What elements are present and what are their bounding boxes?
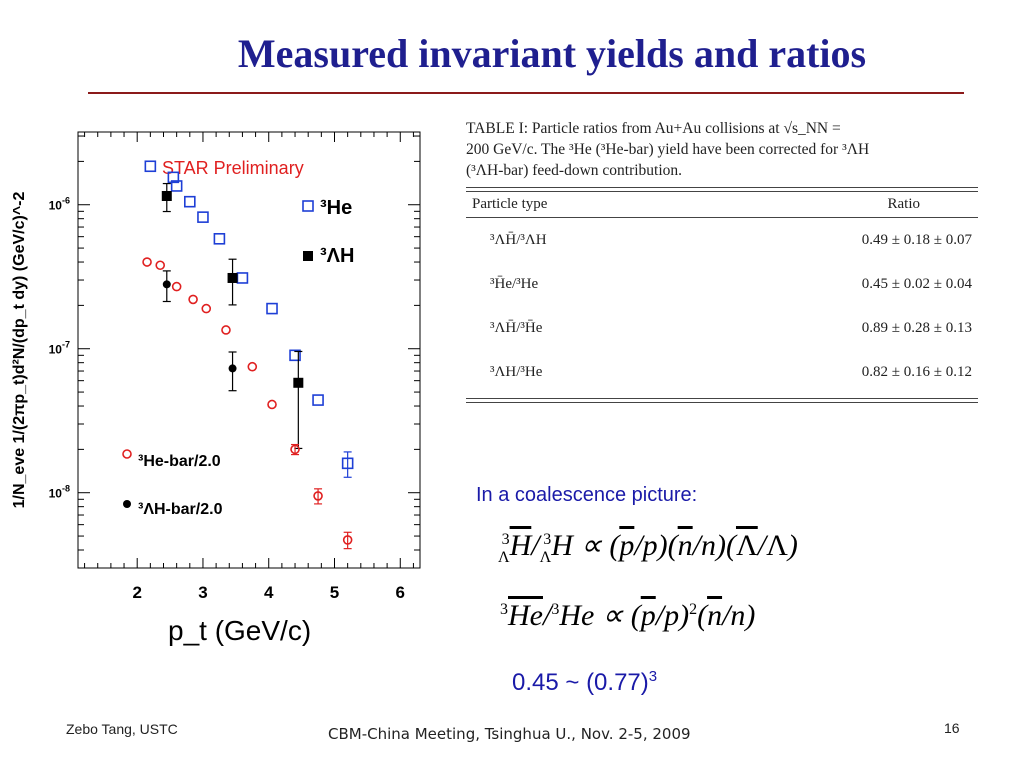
row-particle: ³H̄e/³He [490,275,539,292]
header-particle: Particle type [472,196,548,212]
header-ratio: Ratio [887,196,921,212]
table-row: ³ΛH̄/³ΛH 0.49 ± 0.18 ± 0.07 [466,218,978,262]
data-point [171,281,182,292]
x-tick-label: 4 [264,583,274,602]
row-ratio: 0.49 ± 0.18 ± 0.07 [861,231,972,248]
row-ratio: 0.89 ± 0.28 ± 0.13 [861,319,972,336]
data-point [142,257,152,267]
data-point [313,491,323,501]
row-ratio: 0.45 ± 0.02 ± 0.04 [861,275,972,292]
data-point [155,260,166,271]
data-point [197,211,209,223]
data-point [228,364,237,373]
data-point [213,232,226,245]
y-tick-label: 10-8 [49,484,70,501]
x-tick-label: 5 [330,583,339,602]
data-point [144,160,157,173]
coalescence-intro: In a coalescence picture: [476,484,698,506]
data-point [312,394,324,406]
result-exponent: 3 [648,668,658,685]
row-particle: ³ΛH̄/³ΛH [490,231,547,248]
row-particle: ³ΛH̄/³H̄e [490,319,543,336]
data-point [267,399,277,410]
x-tick-label: 2 [132,583,141,602]
data-point [289,349,301,362]
data-point [170,180,183,192]
result-text: 0.45 ~ (0.77) [512,669,649,696]
x-tick-label: 3 [198,583,207,602]
table-row: ³ΛH̄/³H̄e 0.89 ± 0.28 ± 0.13 [466,306,978,350]
data-point [201,303,212,314]
data-point [184,195,196,208]
table-bottom-rule [466,398,978,403]
data-point [161,190,172,201]
yield-plot: 2 3 4 5 6 10-6 10-7 10-8 p_t (GeV/c) 1/N_eve 1/(2… [11,131,421,646]
legend-marker [122,449,132,459]
slide-title: Measured invariant yields and ratios [237,31,867,76]
legend-label: ³He-bar/2.0 [138,453,221,470]
x-tick-label: 6 [396,583,405,602]
table-caption: TABLE I: Particle ratios from Au+Au coll… [466,118,978,181]
table-top-rule [466,187,978,192]
table-row: ³H̄e/³He 0.45 ± 0.02 ± 0.04 [466,262,978,306]
y-axis-label: 1/N_eve 1/(2πp_t)d²N/(dp_t dy) (GeV/c)^-… [11,192,28,509]
data-point [162,280,171,289]
data-point [342,535,353,545]
footer-meeting: CBM-China Meeting, Tsinghua U., Nov. 2-5… [328,725,691,743]
data-point [167,171,180,184]
legend-marker [302,200,314,212]
table-row: ³ΛH/³He 0.82 ± 0.16 ± 0.12 [466,350,978,394]
equation-hypertriton-ratio: Λ3H/Λ3H ∝ (p/p)(n/n)(Λ/Λ) [498,529,798,566]
row-ratio: 0.82 ± 0.16 ± 0.12 [861,363,972,380]
data-point [266,302,278,315]
plot-frame [77,131,421,569]
legend-marker [123,500,131,508]
title-rule [88,92,964,94]
data-point [247,361,258,372]
page-number: 16 [944,720,960,736]
coalescence-result: 0.45 ~ (0.77)3 [512,668,657,697]
data-point [188,294,198,305]
legend-label: ³ΛH [320,245,354,267]
data-point [221,325,231,335]
data-point [341,457,354,470]
equation-helium-ratio: 3He/3He ∝ (p/p)2(n/n) [500,599,756,632]
caption-line: 200 GeV/c. The ³He (³He-bar) yield have … [466,141,870,158]
table-header: Particle type Ratio [466,192,978,218]
x-axis-label: p_t (GeV/c) [168,615,311,646]
legend-marker [303,251,313,261]
data-point [293,377,304,388]
ratio-table: TABLE I: Particle ratios from Au+Au coll… [466,118,978,403]
footer-author: Zebo Tang, USTC [66,721,178,737]
data-point [227,272,238,283]
star-preliminary-label: STAR Preliminary [162,158,304,178]
legend-label: ³He [320,197,352,219]
data-point [236,272,249,284]
row-particle: ³ΛH/³He [490,363,543,380]
data-point [290,444,300,455]
legend-label: ³ΛH-bar/2.0 [138,501,223,518]
y-tick-label: 10-7 [49,340,70,357]
caption-line: TABLE I: Particle ratios from Au+Au coll… [466,120,841,137]
caption-line: (³ΛH-bar) feed-down contribution. [466,162,683,179]
y-tick-label: 10-6 [49,196,70,213]
